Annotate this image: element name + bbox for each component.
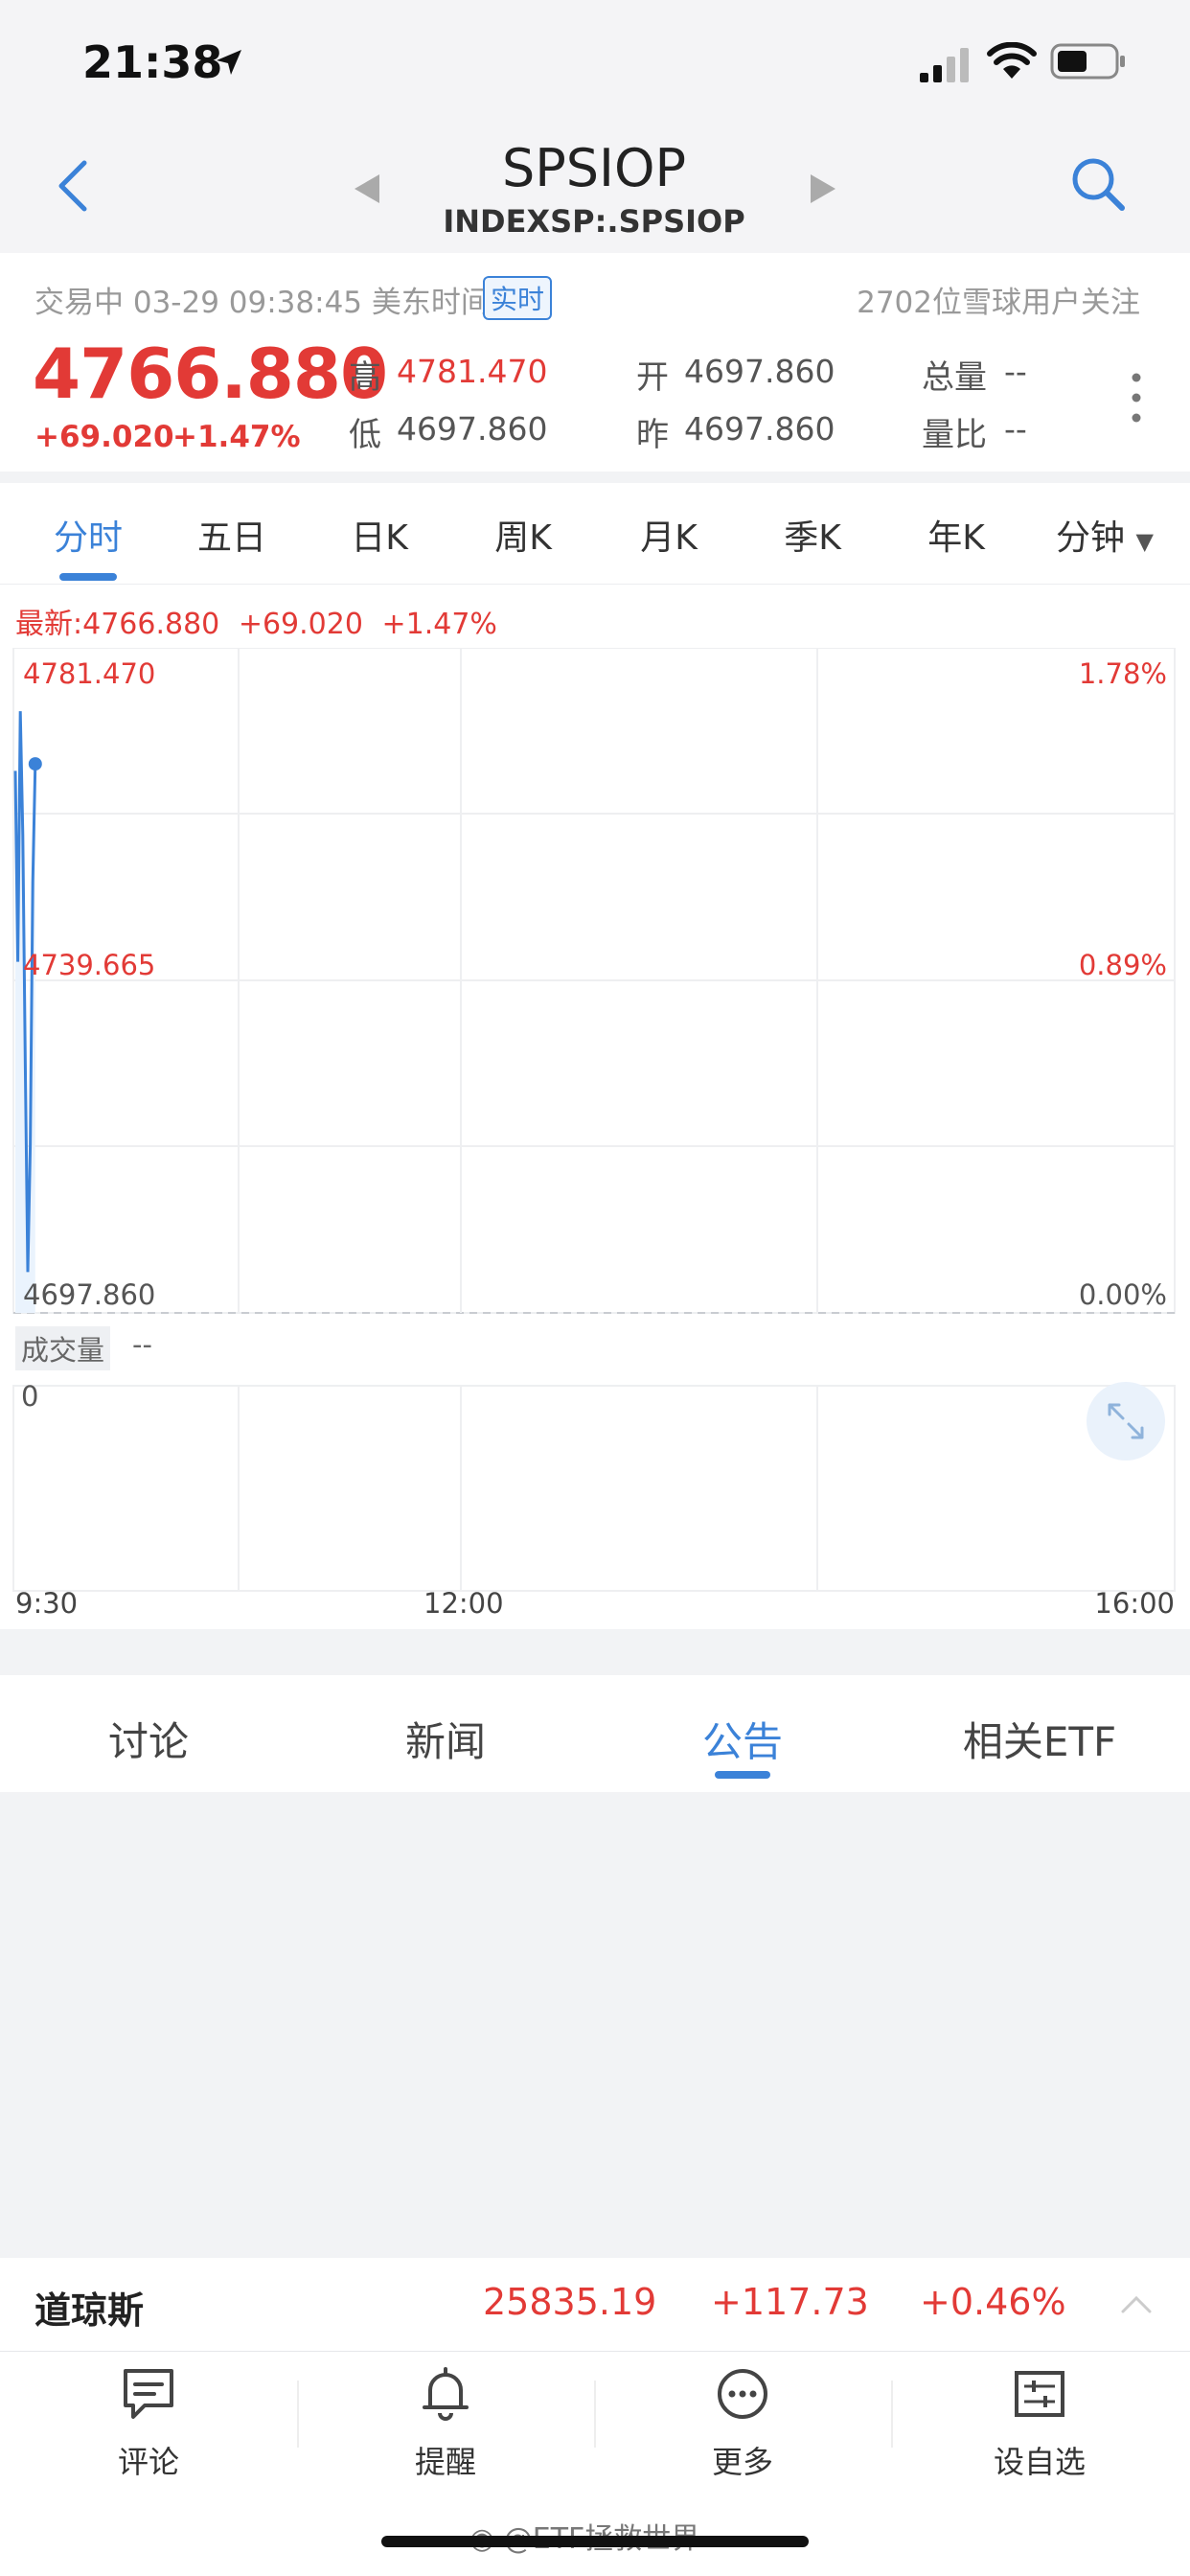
- price-line: [13, 711, 37, 1273]
- symbol-title: SPSIOP: [501, 138, 687, 198]
- price-change: +69.020: [34, 420, 174, 454]
- current-price: 4766.880: [33, 334, 388, 414]
- ticker-change: +117.73: [711, 2281, 869, 2323]
- tab-weekly-k[interactable]: 周K: [494, 518, 552, 558]
- bottom-nav: 评论 提醒 更多 设自选 ◉ @ETF拯救世界: [0, 2352, 1190, 2576]
- y-axis-mid: 4739.665: [23, 949, 156, 981]
- realtime-badge: 实时: [483, 276, 553, 320]
- nav-comment-label: 评论: [117, 2444, 179, 2480]
- chart-svg[interactable]: [0, 648, 1190, 1629]
- x-axis-mid: 12:00: [423, 1587, 504, 1620]
- tab-quarterly-k[interactable]: 季K: [784, 518, 841, 558]
- tab-announcements[interactable]: 公告: [701, 1718, 783, 1765]
- high-value: 4781.470: [397, 353, 548, 390]
- back-chevron-icon[interactable]: [54, 157, 92, 215]
- open-value: 4697.860: [684, 353, 835, 390]
- volume-ratio-value: --: [1004, 410, 1027, 448]
- trade-status: 交易中 03-29 09:38:45 美东时间: [34, 286, 491, 320]
- volume-label: 总量: [922, 358, 987, 397]
- tab-minute-label: 分钟: [1056, 518, 1126, 558]
- nav-divider: [297, 2380, 299, 2448]
- volume-axis-zero: 0: [21, 1380, 39, 1413]
- ticker-pct: +0.46%: [920, 2281, 1066, 2323]
- volume-section-value: --: [132, 1328, 152, 1361]
- chart-latest-label: 最新:4766.880: [15, 608, 220, 641]
- pct-axis-top: 1.78%: [1078, 657, 1167, 690]
- announcements-content: [0, 1792, 1190, 2256]
- symbol-code: INDEXSP:.SPSIOP: [443, 203, 745, 240]
- info-tab-indicator: [715, 1771, 770, 1779]
- pct-axis-bottom: 0.00%: [1078, 1278, 1167, 1311]
- tab-discussion[interactable]: 讨论: [107, 1718, 189, 1765]
- high-label: 高: [349, 358, 381, 397]
- period-tabs: 分时 五日 日K 周K 月K 季K 年K 分钟 ▼: [0, 483, 1190, 585]
- nav-divider: [891, 2380, 893, 2448]
- tab-intraday[interactable]: 分时: [53, 518, 123, 558]
- open-label: 开: [636, 358, 669, 397]
- watchlist-settings-icon: [1015, 2371, 1064, 2417]
- tab-monthly-k[interactable]: 月K: [640, 518, 698, 558]
- chart-latest-change: +69.020: [238, 608, 363, 641]
- volume-ratio-label: 量比: [922, 416, 987, 454]
- ticker-name: 道琼斯: [34, 2289, 145, 2332]
- ticker-value: 25835.19: [483, 2281, 657, 2323]
- tab-news[interactable]: 新闻: [404, 1718, 486, 1765]
- volume-value: --: [1004, 353, 1027, 390]
- volume-section-label: 成交量: [15, 1326, 111, 1370]
- nav-more[interactable]: 更多: [594, 2365, 891, 2482]
- home-indicator: [381, 2536, 809, 2547]
- chart-latest-line: 最新:4766.880 +69.020 +1.47%: [15, 600, 497, 642]
- more-vertical-icon[interactable]: [1127, 370, 1146, 427]
- prev-close-value: 4697.860: [684, 410, 835, 448]
- x-axis-end: 16:00: [1094, 1587, 1175, 1620]
- tab-yearly-k[interactable]: 年K: [927, 518, 985, 558]
- status-time: 21:38: [82, 36, 223, 88]
- active-tab-indicator: [59, 573, 117, 581]
- tab-five-day[interactable]: 五日: [196, 518, 266, 558]
- quote-panel: 交易中 03-29 09:38:45 美东时间 实时 2702位雪球用户关注 4…: [0, 253, 1190, 472]
- chart-latest-pct: +1.47%: [381, 608, 497, 641]
- dropdown-caret-icon: ▼: [1135, 528, 1154, 555]
- price-plot: [13, 711, 42, 1313]
- nav-watchlist-label: 设自选: [993, 2444, 1086, 2480]
- comment-icon: [124, 2369, 173, 2419]
- low-value: 4697.860: [397, 410, 548, 448]
- fullscreen-button[interactable]: [1087, 1382, 1165, 1460]
- y-axis-top: 4781.470: [23, 657, 156, 690]
- location-arrow-icon: [217, 50, 241, 75]
- nav-watchlist[interactable]: 设自选: [891, 2365, 1188, 2482]
- pct-axis-mid: 0.89%: [1078, 949, 1167, 981]
- chevron-up-icon[interactable]: [1119, 2292, 1154, 2315]
- signal-icon: [920, 48, 969, 82]
- more-icon: [718, 2369, 767, 2419]
- index-ticker-bar[interactable]: 道琼斯 25835.19 +117.73 +0.46%: [0, 2258, 1190, 2352]
- prev-symbol-icon[interactable]: [351, 172, 383, 205]
- price-change-pct: +1.47%: [172, 420, 301, 454]
- low-label: 低: [349, 416, 381, 454]
- expand-icon: [1108, 1403, 1144, 1439]
- wifi-icon: [987, 42, 1037, 79]
- tab-minute[interactable]: 分钟 ▼: [1056, 510, 1163, 560]
- followers-count[interactable]: 2702位雪球用户关注: [857, 286, 1140, 320]
- tab-daily-k[interactable]: 日K: [351, 518, 408, 558]
- nav-more-label: 更多: [711, 2444, 773, 2480]
- next-symbol-icon[interactable]: [807, 172, 839, 205]
- latest-price-point: [28, 757, 42, 771]
- tab-related-etf[interactable]: 相关ETF: [962, 1718, 1117, 1765]
- bell-icon: [423, 2367, 469, 2421]
- nav-alert[interactable]: 提醒: [297, 2365, 594, 2482]
- nav-bar: SPSIOP INDEXSP:.SPSIOP: [0, 126, 1190, 253]
- intraday-chart: 最新:4766.880 +69.020 +1.47% 4781.470 4739…: [0, 585, 1190, 1629]
- y-axis-bottom: 4697.860: [23, 1278, 156, 1311]
- status-bar: 21:38: [0, 0, 1190, 126]
- battery-icon: [1050, 43, 1125, 80]
- nav-comment[interactable]: 评论: [0, 2365, 297, 2482]
- info-tabs: 讨论 新闻 公告 相关ETF: [0, 1675, 1190, 1792]
- nav-divider: [594, 2380, 596, 2448]
- search-icon[interactable]: [1069, 155, 1127, 213]
- prev-close-label: 昨: [636, 416, 669, 454]
- x-axis-start: 9:30: [15, 1587, 79, 1620]
- nav-alert-label: 提醒: [414, 2444, 476, 2480]
